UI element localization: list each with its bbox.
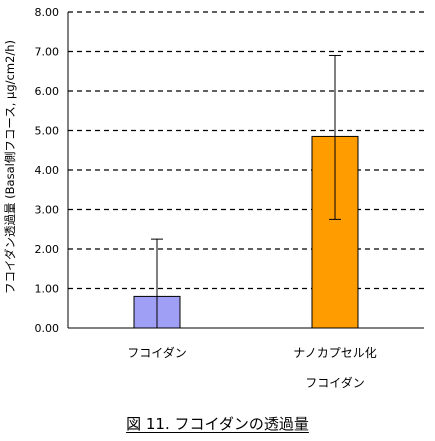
y-tick-label: 3.00 <box>35 204 60 217</box>
gridlines <box>68 11 424 290</box>
y-tick-label: 5.00 <box>35 125 60 138</box>
axes <box>67 12 424 329</box>
y-axis-label: フコイダン透過量 (Basal側フコース, μg/cm2/h) <box>3 40 17 294</box>
y-tick-label: 6.00 <box>35 85 60 98</box>
bars <box>133 135 359 329</box>
y-tick-label: 2.00 <box>35 243 60 256</box>
y-tick-label: 0.00 <box>35 322 60 335</box>
y-tick-labels: 0.00 1.00 2.00 3.00 4.00 5.00 6.00 7.00 8.00 <box>35 6 60 335</box>
category-label: フコイダン <box>305 375 365 390</box>
category-label: フコイダン <box>127 345 187 360</box>
y-tick-label: 1.00 <box>35 283 60 296</box>
error-bars <box>151 54 341 329</box>
y-tick-label: 8.00 <box>35 6 60 19</box>
y-tick-label: 4.00 <box>35 164 60 177</box>
y-tick-label: 7.00 <box>35 46 60 59</box>
figure-caption-text: 図 11. フコイダンの透過量 <box>126 415 309 433</box>
category-label: ナノカプセル化 <box>293 346 376 360</box>
figure-caption: 図 11. フコイダンの透過量 <box>0 413 435 434</box>
